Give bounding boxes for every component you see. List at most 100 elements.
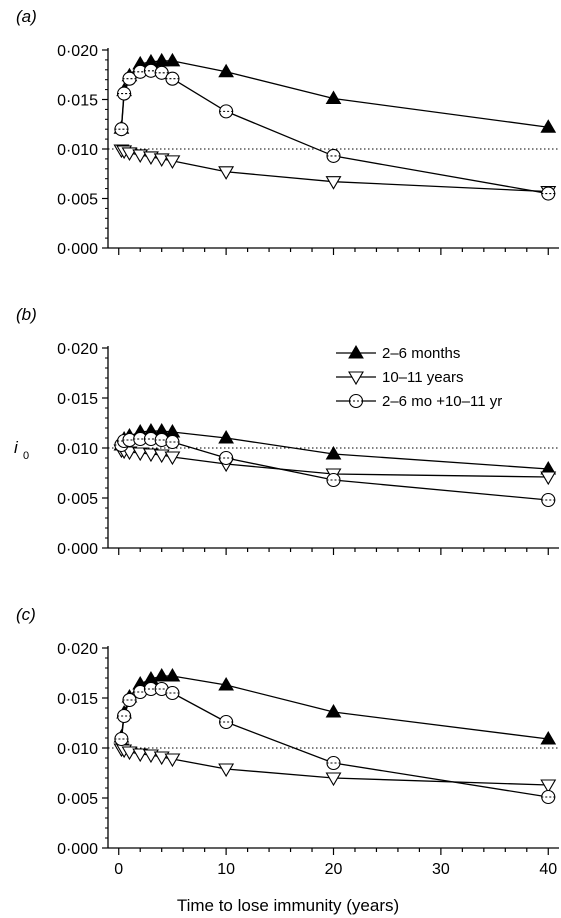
panel-a-series-10-11-years-point [121,147,138,162]
panel-a-series-10-11-years-point [164,155,181,169]
panel-c-series-2-6-months-point [540,731,557,745]
panel-c-label: (c) [16,605,36,624]
panel-c-series-2-6-months-point [164,668,181,682]
legend-marker [348,345,364,359]
panel-c-series-2-6-mo-10-11-yr [114,681,556,805]
panel-b-ytick-label: 0·010 [57,441,98,458]
panel-a-series-2-6-mo-10-11-yr-point-ring [114,122,129,137]
panel-c-series-2-6-mo-10-11-yr-point-ring [165,685,180,701]
x-axis-title: Time to lose immunity (years) [177,896,399,915]
panel-a-ytick-label: 0·005 [57,192,98,209]
panel-a-ytick-label: 0·010 [57,142,98,159]
panel-c-series-10-11-years [113,743,557,794]
panel-c-ytick-label: 0·005 [57,791,98,808]
panel-a-series-2-6-mo-10-11-yr-point [541,186,556,201]
panel-c-series-2-6-months-point [325,704,342,718]
panel-a-series-2-6-mo-10-11-yr-point [122,71,137,86]
panel-a-series-2-6-mo-10-11-yr-point-ring [541,186,556,201]
panel-c-series-2-6-months [113,668,557,745]
panel-a-series-2-6-mo-10-11-yr-point [117,86,132,101]
legend-label: 10–11 years [382,369,463,386]
panel-c-ytick-label: 0·020 [57,641,98,658]
panel-c-ytick-label: 0·010 [57,741,98,758]
legend-entry-10-11-years: 10–11 years [336,369,463,386]
panel-a-series-2-6-mo-10-11-yr-point-ring [117,86,132,101]
legend-entry-2-6-mo-10-11-yr: 2–6 mo +10–11 yr [336,393,502,410]
panel-b-series-2-6-mo-10-11-yr-point [326,472,341,488]
panel-b-series-2-6-mo-10-11-yr-point-ring [165,434,180,450]
legend-marker [348,393,364,409]
panel-c-series-2-6-mo-10-11-yr-point [122,692,137,708]
panel-a-series-2-6-mo-10-11-yr-point [114,122,129,137]
panel-c-series-2-6-mo-10-11-yr-point-ring [117,708,132,724]
legend-marker-ring [348,393,364,409]
panel-b-series-10-11-years-point [164,451,181,466]
panel-b-label: (b) [16,305,37,324]
panel-a-series-10-11-years-point [142,151,159,166]
panel-b-ytick-label: 0·020 [57,341,98,358]
legend-entry-2-6-months: 2–6 months [336,345,460,362]
panel-c-series-2-6-mo-10-11-yr-point-ring [541,789,556,805]
panel-c-series-2-6-mo-10-11-yr-point-ring [219,714,234,730]
panels: (a) 0·000 0·005 0·010 0·015 0·020 (b) 0·000 0·00… [16,7,559,878]
panel-a-series-2-6-mo-10-11-yr-point [165,71,180,86]
panel-c-series-10-11-years-point [325,772,342,787]
panel-a-series-2-6-mo-10-11-yr-point-ring [219,104,234,119]
panel-a-series-10-11-years-point [132,149,149,164]
panel-a-series-2-6-months [113,52,557,134]
panel-c-series-10-11-years-point [121,746,138,761]
panel-a-series-2-6-mo-10-11-yr-point [154,65,169,80]
panel-a-ytick-label: 0·015 [57,93,98,110]
panel-b-series-2-6-mo-10-11-yr-point-ring [219,450,234,466]
panel-a-series-10-11-years-point [218,166,235,180]
y-axis-title-subscript: 0 [23,450,29,462]
panel-a-label: (a) [16,7,37,26]
panel-c-series-10-11-years-point [153,751,170,766]
panel-b-series-10-11-years-point [540,471,557,486]
panel-c-xtick-label: 30 [432,861,450,878]
panel-a-series-2-6-mo-10-11-yr-point [219,104,234,119]
panel-b: (b) 0·000 0·005 0·010 0·015 0·020 [16,305,559,558]
panel-c-series-10-11-years-point [132,748,149,763]
panel-b-series-10-11-years-point [132,447,149,462]
panel-c-series-10-11-years-point [142,749,159,764]
legend-label: 2–6 months [382,345,460,362]
panel-b-series-2-6-mo-10-11-yr-point [219,450,234,466]
panel-c-series-2-6-mo-10-11-yr-point-ring [114,731,129,747]
panel-b-series-2-6-mo-10-11-yr-point-ring [326,472,341,488]
legend-marker [348,371,364,386]
panel-a-series-2-6-months-point [325,90,342,105]
panel-c-series-2-6-mo-10-11-yr-point [165,685,180,701]
panel-c-series-2-6-mo-10-11-yr-point-ring [326,755,341,771]
panel-a-ytick-label: 0·000 [57,241,98,258]
panel-c-series-10-11-years-point [540,779,557,794]
panel-a-series-10-11-years-point [153,153,170,167]
panel-c-xtick-label: 40 [539,861,557,878]
panel-a-ytick-label: 0·020 [57,43,98,60]
panel-a-series-2-6-months-point [164,52,181,67]
panel-b-series-2-6-months-point [218,430,234,444]
panel-a-series-2-6-mo-10-11-yr [114,63,556,201]
panel-c-series-2-6-mo-10-11-yr-point [541,789,556,805]
panel-b-ytick-label: 0·005 [57,491,98,508]
panel-b-ytick-label: 0·015 [57,391,98,408]
panel-c-series-2-6-months-point [153,668,170,682]
panel-b-ytick-label: 0·000 [57,541,98,558]
panel-b-series-2-6-mo-10-11-yr-point [541,492,556,508]
y-axis-title: i [14,438,19,457]
panel-a-series-2-6-months-point [540,119,557,133]
panel-a-series-2-6-mo-10-11-yr-line [120,70,549,195]
panel-c-xtick-label: 20 [325,861,343,878]
panel-b-series-2-6-mo-10-11-yr-point [165,434,180,450]
panel-b-series-10-11-years-point [142,448,159,463]
panel-b-series-2-6-mo-10-11-yr [114,431,556,508]
panel-c-series-2-6-mo-10-11-yr-point [117,708,132,724]
panel-c-series-10-11-years-point [218,763,235,778]
panel-a-series-2-6-mo-10-11-yr-point [326,148,341,163]
panel-c: (c) 0·000 0·005 0·010 0·015 0·020 0 10 20 30 40 [16,605,559,878]
panel-a-series-2-6-mo-10-11-yr-point-ring [165,71,180,86]
panel-c-xtick-label: 0 [114,861,123,878]
panel-c-series-2-6-mo-10-11-yr-point-ring [122,692,137,708]
panel-a-series-2-6-months-point [218,63,234,78]
